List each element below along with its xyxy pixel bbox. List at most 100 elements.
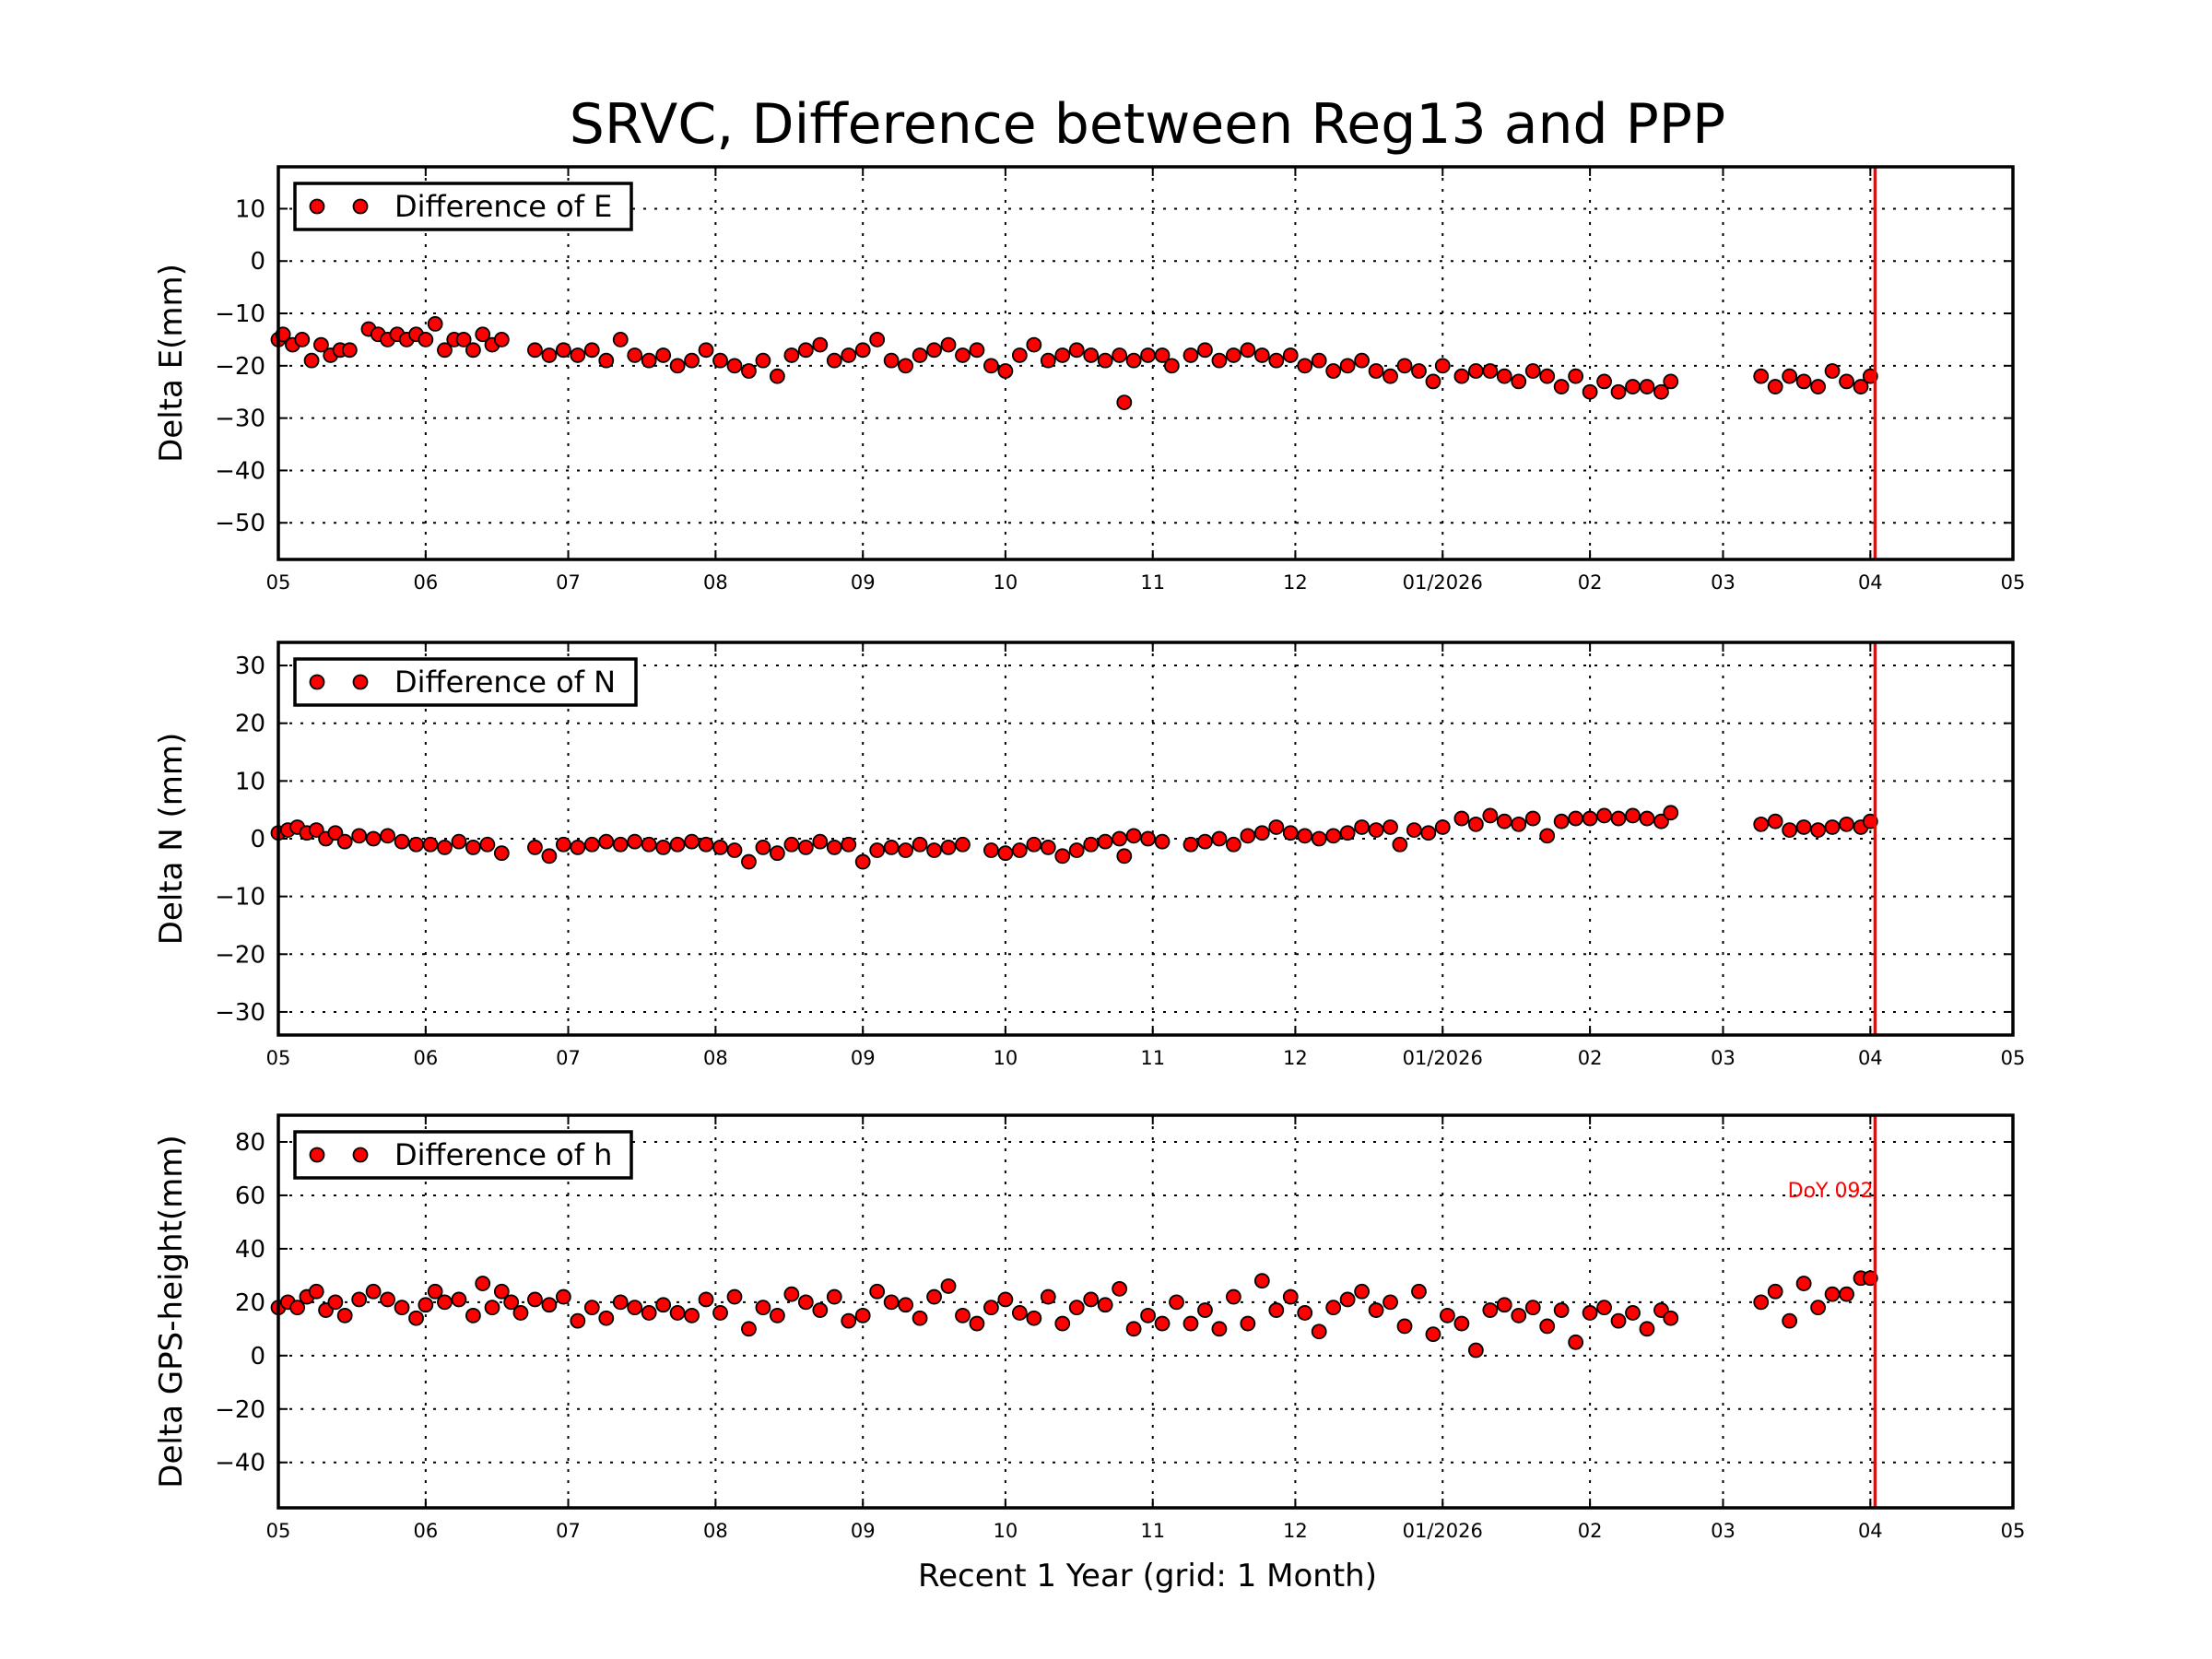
data-point	[698, 836, 714, 853]
data-point	[1425, 373, 1441, 390]
data-point	[1116, 394, 1133, 411]
data-point	[336, 833, 353, 850]
data-point	[883, 839, 900, 855]
x-tick-label: 08	[703, 1047, 728, 1069]
legend: Difference of E	[293, 182, 633, 231]
data-point	[1639, 1321, 1655, 1337]
data-point	[1211, 352, 1228, 369]
data-point	[1197, 342, 1213, 359]
x-tick-label: 03	[1711, 1520, 1735, 1542]
data-point	[1824, 363, 1841, 379]
data-point	[1810, 822, 1826, 839]
data-point	[854, 853, 871, 870]
legend-label: Difference of E	[394, 189, 612, 224]
x-tick-label: 02	[1578, 1047, 1603, 1069]
data-point	[408, 836, 424, 853]
data-point	[1625, 807, 1641, 824]
data-point	[1225, 347, 1241, 363]
data-point	[1582, 810, 1598, 827]
data-point	[418, 1297, 434, 1313]
legend-marker	[352, 1147, 369, 1163]
data-point	[289, 1300, 306, 1316]
legend-box	[293, 1130, 633, 1180]
data-point	[1054, 1315, 1071, 1332]
data-point	[336, 1307, 353, 1324]
data-point	[1539, 828, 1556, 844]
x-tick-label: 06	[413, 571, 438, 594]
data-point	[294, 332, 311, 347]
x-axis-label: Recent 1 Year (grid: 1 Month)	[918, 1558, 1377, 1594]
data-point	[1496, 368, 1512, 384]
data-point	[869, 1283, 886, 1300]
data-point	[451, 1291, 467, 1308]
data-point	[1610, 1312, 1627, 1329]
data-point	[1824, 1286, 1841, 1302]
y-tick-label: 20	[235, 1289, 265, 1317]
data-point	[1753, 816, 1770, 832]
data-point	[1810, 1300, 1826, 1316]
data-point	[755, 1300, 771, 1316]
data-point	[541, 1297, 558, 1313]
data-point	[826, 1288, 842, 1305]
data-point	[783, 836, 800, 853]
data-point	[1411, 1283, 1427, 1300]
data-point	[570, 347, 586, 363]
legend-box	[293, 182, 633, 231]
data-point	[1083, 1291, 1100, 1308]
x-tick-label: 05	[2001, 1047, 2026, 1069]
data-point	[1653, 383, 1669, 400]
data-point	[1368, 1302, 1384, 1318]
data-point	[1524, 1300, 1541, 1316]
data-point	[1653, 813, 1669, 830]
data-point	[741, 363, 757, 379]
x-tick-label: 07	[556, 1047, 581, 1069]
data-point	[437, 1294, 453, 1311]
data-point	[365, 830, 382, 847]
data-point	[1083, 836, 1100, 853]
data-point	[940, 336, 957, 353]
data-point	[479, 836, 496, 853]
data-point	[1524, 363, 1541, 379]
data-point	[570, 839, 586, 855]
data-point	[351, 828, 368, 844]
data-point	[627, 347, 643, 363]
data-point	[1097, 352, 1113, 369]
data-point	[1182, 836, 1199, 853]
data-point	[455, 332, 472, 347]
data-point	[418, 332, 434, 347]
data-point	[1482, 1302, 1499, 1318]
data-point	[1767, 379, 1783, 394]
data-point	[1482, 807, 1499, 824]
x-tick-label: 02	[1578, 1520, 1603, 1542]
data-point	[1839, 816, 1854, 832]
data-point	[612, 332, 629, 347]
data-point	[1453, 810, 1470, 827]
data-point	[797, 1294, 814, 1311]
x-tick-label: 01/2026	[1403, 571, 1483, 594]
data-point	[655, 839, 672, 855]
data-point	[712, 839, 728, 855]
y-tick-label: 20	[235, 711, 265, 738]
data-point	[769, 368, 785, 384]
x-tick-label: 09	[851, 1520, 876, 1542]
data-point	[1853, 379, 1869, 394]
data-point	[1311, 1324, 1327, 1340]
data-point	[769, 1307, 785, 1324]
data-point	[698, 342, 714, 359]
legend-marker	[309, 674, 325, 690]
data-point	[1112, 830, 1128, 847]
data-point	[926, 1288, 942, 1305]
data-point	[969, 342, 985, 359]
x-tick-label: 11	[1140, 571, 1165, 594]
data-point	[1467, 363, 1484, 379]
data-point	[1011, 347, 1028, 363]
data-point	[1596, 807, 1612, 824]
x-tick-label: 05	[266, 571, 291, 594]
data-point	[1068, 342, 1085, 359]
data-point	[1582, 1305, 1598, 1321]
x-tick-label: 04	[1858, 571, 1883, 594]
data-point	[669, 836, 686, 853]
data-point	[1639, 379, 1655, 394]
x-tick-label: 05	[2001, 571, 2026, 594]
